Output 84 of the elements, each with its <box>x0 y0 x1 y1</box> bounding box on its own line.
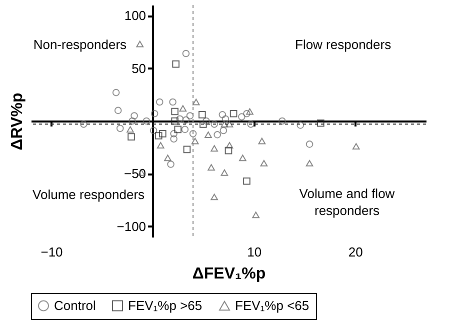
point <box>243 177 250 185</box>
point <box>200 120 207 128</box>
x-tick-label: −10 <box>40 244 63 260</box>
annotation: Flow responders <box>294 37 392 52</box>
annotation: Non-responders <box>33 37 128 52</box>
point <box>198 111 206 118</box>
point <box>171 117 178 125</box>
point <box>210 194 218 200</box>
annotation: Volume responders <box>32 187 146 202</box>
point <box>182 50 190 58</box>
point <box>260 160 268 166</box>
point <box>126 126 134 133</box>
point <box>183 146 191 154</box>
point <box>204 131 212 138</box>
point <box>238 113 246 120</box>
point <box>252 212 260 218</box>
y-axis-title: ΔRV%p <box>9 92 26 150</box>
point <box>189 130 197 138</box>
point <box>170 130 178 138</box>
point <box>258 138 266 144</box>
point <box>226 120 234 128</box>
point <box>352 143 360 150</box>
point <box>243 110 250 118</box>
point <box>170 135 178 143</box>
point <box>169 98 176 106</box>
point <box>150 126 158 134</box>
x-tick-label: 20 <box>348 244 363 260</box>
point <box>171 108 178 116</box>
point <box>218 111 226 118</box>
point <box>128 133 135 140</box>
point <box>159 130 166 138</box>
point <box>246 108 254 115</box>
point <box>210 145 218 152</box>
point <box>142 117 150 125</box>
x-axis-title: ΔFEV₁%p <box>192 266 266 282</box>
point <box>164 154 172 162</box>
point <box>220 126 228 134</box>
point <box>130 112 138 120</box>
point <box>156 98 164 106</box>
point <box>296 122 304 129</box>
point <box>80 120 88 128</box>
point <box>116 124 124 132</box>
legend-label: FEV₁%p <65 <box>235 298 310 313</box>
point <box>202 117 210 125</box>
point <box>186 112 194 120</box>
point <box>306 140 314 148</box>
point <box>220 120 228 128</box>
point <box>247 120 254 128</box>
point <box>210 120 218 128</box>
point <box>156 142 164 148</box>
x-tick-label: 10 <box>247 244 262 260</box>
y-tick-label: 100 <box>124 8 146 24</box>
legend-label: Control <box>54 298 96 313</box>
point <box>192 98 200 106</box>
point <box>172 60 180 68</box>
point <box>239 154 246 162</box>
y-tick-label: −50 <box>124 166 146 182</box>
point <box>179 105 187 112</box>
point <box>222 115 230 123</box>
legend-label: FEV₁%p >65 <box>128 298 202 313</box>
y-tick-label: −100 <box>116 218 146 234</box>
point <box>181 126 189 134</box>
point <box>226 142 234 148</box>
point <box>278 117 286 125</box>
point <box>176 115 184 123</box>
point <box>224 146 232 154</box>
point <box>317 119 324 127</box>
point <box>136 40 144 48</box>
y-tick-label: 50 <box>132 60 146 76</box>
point <box>154 132 162 140</box>
point <box>208 164 215 171</box>
point <box>230 110 238 118</box>
point <box>306 160 314 166</box>
point <box>174 126 182 134</box>
point <box>220 169 228 176</box>
point <box>214 131 222 138</box>
point <box>182 116 190 124</box>
point <box>128 117 136 125</box>
point <box>114 106 122 114</box>
point <box>150 110 158 118</box>
point <box>112 88 120 96</box>
point <box>167 160 174 168</box>
annotation: Volume and flow responders <box>299 186 396 218</box>
point <box>191 138 199 144</box>
